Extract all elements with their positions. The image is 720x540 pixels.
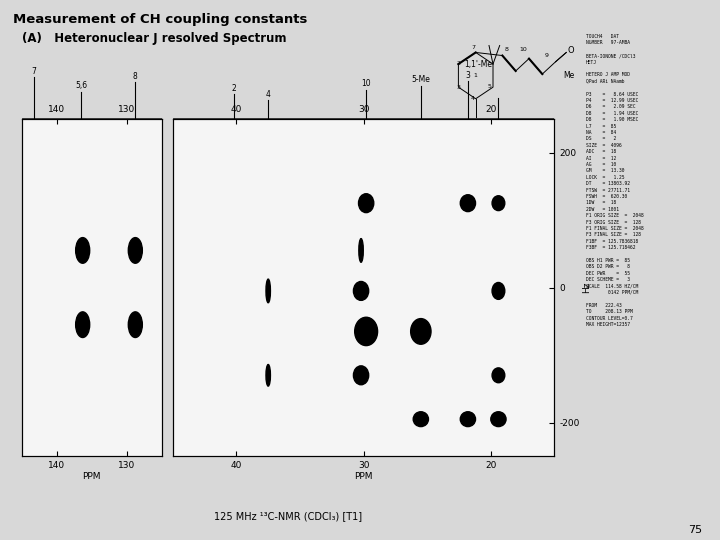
Text: 8: 8 <box>133 71 138 80</box>
Ellipse shape <box>359 194 374 213</box>
Text: 1: 1 <box>474 73 477 78</box>
Ellipse shape <box>410 319 431 345</box>
Ellipse shape <box>492 195 505 211</box>
Y-axis label: Hz: Hz <box>582 282 591 293</box>
Ellipse shape <box>359 239 364 262</box>
Text: 75: 75 <box>688 524 702 535</box>
Ellipse shape <box>354 366 369 384</box>
Ellipse shape <box>266 279 271 303</box>
Ellipse shape <box>76 312 90 338</box>
Ellipse shape <box>492 368 505 383</box>
Ellipse shape <box>460 411 475 427</box>
Ellipse shape <box>460 195 475 212</box>
Text: 10: 10 <box>361 79 371 89</box>
Text: Measurement of CH coupling constants: Measurement of CH coupling constants <box>13 14 307 26</box>
Text: 2: 2 <box>232 84 236 93</box>
Ellipse shape <box>354 281 369 300</box>
Ellipse shape <box>355 317 377 346</box>
Text: Me: Me <box>564 71 575 80</box>
Text: 9: 9 <box>544 53 549 58</box>
Text: (A)   Heteronuclear J resolved Spectrum: (A) Heteronuclear J resolved Spectrum <box>22 32 286 45</box>
Ellipse shape <box>413 411 428 427</box>
Text: 7: 7 <box>32 66 37 76</box>
Text: 5,6: 5,6 <box>75 82 87 90</box>
Ellipse shape <box>128 238 143 263</box>
Text: 125 MHz ¹³C-NMR (CDCl₃) [T1]: 125 MHz ¹³C-NMR (CDCl₃) [T1] <box>214 511 362 521</box>
Text: 2: 2 <box>456 61 460 66</box>
Text: 5-Me: 5-Me <box>411 75 431 84</box>
Text: 8: 8 <box>505 47 508 52</box>
Text: TOUCH4   DAT
NUMBER   97-AMBA

BETA-IONONE /CDCl3
HETJ

HETERO J AMP MOD
QPad AR: TOUCH4 DAT NUMBER 97-AMBA BETA-IONONE /C… <box>586 34 644 327</box>
Text: 1,1'-Me: 1,1'-Me <box>464 60 492 69</box>
Text: 3: 3 <box>456 85 460 90</box>
Ellipse shape <box>76 238 90 263</box>
Text: 3: 3 <box>465 71 470 80</box>
Text: 4: 4 <box>266 90 271 99</box>
Ellipse shape <box>266 364 271 386</box>
Ellipse shape <box>491 411 506 427</box>
Text: 5: 5 <box>487 84 491 89</box>
X-axis label: PPM: PPM <box>83 471 101 481</box>
Text: 10: 10 <box>520 47 528 52</box>
Text: 7: 7 <box>471 45 475 50</box>
Ellipse shape <box>128 312 143 338</box>
Ellipse shape <box>492 282 505 299</box>
Text: O: O <box>567 46 575 56</box>
Text: 4: 4 <box>471 96 475 101</box>
X-axis label: PPM: PPM <box>354 471 373 481</box>
